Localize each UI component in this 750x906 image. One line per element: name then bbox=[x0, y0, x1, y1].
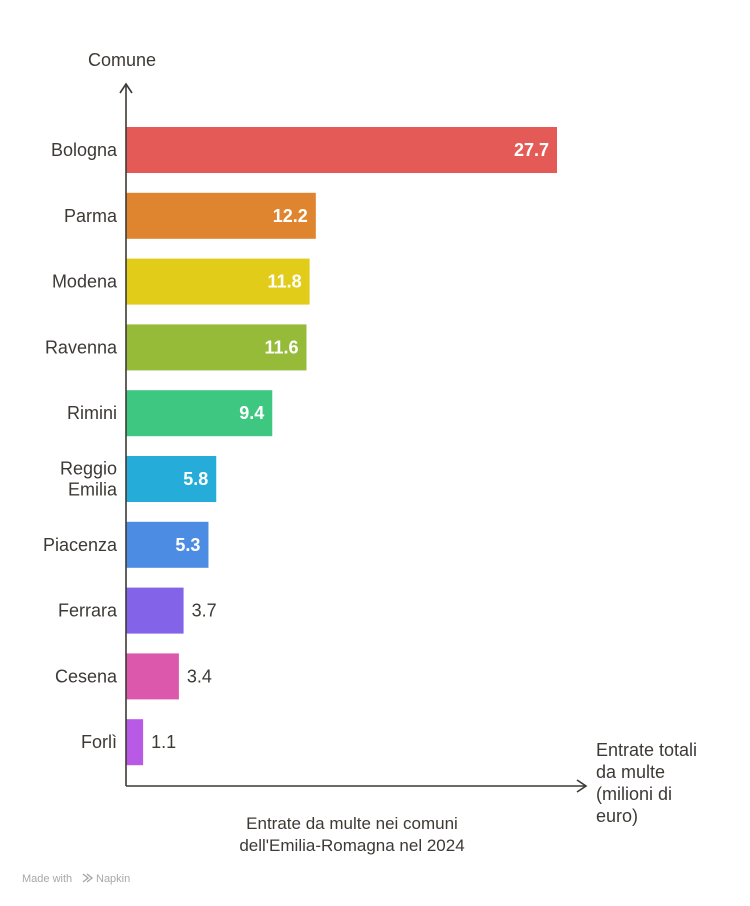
x-axis-title-line: euro) bbox=[596, 806, 638, 826]
category-label-line: Forlì bbox=[81, 732, 117, 752]
caption-line: dell'Emilia-Romagna nel 2024 bbox=[239, 836, 464, 855]
category-label-line: Cesena bbox=[55, 666, 118, 686]
value-label: 3.7 bbox=[192, 601, 217, 621]
category-label: Reggio Emilia bbox=[60, 459, 118, 500]
chart-caption: Entrate da multe nei comuni dell'Emilia-R… bbox=[239, 814, 464, 855]
category-label-line: Bologna bbox=[51, 140, 118, 160]
watermark: Made with Napkin bbox=[22, 873, 130, 885]
category-label-line: Reggio bbox=[60, 459, 117, 479]
category-label-line: Ravenna bbox=[45, 337, 118, 357]
category-label: Ravenna bbox=[45, 337, 118, 357]
category-label-line: Piacenza bbox=[43, 535, 118, 555]
category-label: Ferrara bbox=[58, 601, 118, 621]
value-label: 27.7 bbox=[514, 140, 549, 160]
y-axis-arrow-icon bbox=[119, 82, 133, 94]
category-label-line: Emilia bbox=[68, 480, 118, 500]
x-axis-title-line: Entrate totali bbox=[596, 740, 697, 760]
bars-layer: Bologna 27.7 Parma 12.2 Modena 11.8 Ravenna 11.… bbox=[43, 127, 557, 766]
x-axis-arrow-icon bbox=[576, 779, 588, 793]
value-label: 3.4 bbox=[187, 666, 212, 686]
watermark-brand: Napkin bbox=[96, 873, 130, 885]
category-label: Forlì bbox=[81, 732, 117, 752]
bar bbox=[126, 324, 307, 371]
category-label-line: Parma bbox=[64, 206, 118, 226]
category-label-line: Ferrara bbox=[58, 601, 118, 621]
bar bbox=[126, 390, 273, 437]
caption-line: Entrate da multe nei comuni bbox=[246, 814, 458, 833]
value-label: 5.3 bbox=[175, 535, 200, 555]
value-label: 5.8 bbox=[183, 469, 208, 489]
axes-layer bbox=[119, 82, 588, 793]
category-label: Bologna bbox=[51, 140, 118, 160]
y-axis-title: Comune bbox=[88, 50, 156, 70]
bar bbox=[126, 456, 217, 502]
value-label: 1.1 bbox=[151, 732, 176, 752]
category-label: Piacenza bbox=[43, 535, 118, 555]
x-axis-title-line: (milioni di bbox=[596, 784, 672, 804]
value-label: 11.8 bbox=[268, 272, 302, 292]
bar bbox=[126, 587, 184, 634]
category-label: Modena bbox=[52, 272, 118, 292]
category-label: Cesena bbox=[55, 666, 118, 686]
bar bbox=[126, 258, 310, 305]
napkin-logo-icon bbox=[82, 873, 94, 883]
bar bbox=[126, 192, 316, 239]
bar bbox=[126, 521, 209, 568]
x-axis-title: Entrate totali da multe (milioni di euro) bbox=[596, 740, 697, 826]
category-label: Rimini bbox=[67, 403, 117, 423]
value-label: 9.4 bbox=[239, 403, 264, 423]
category-label-line: Rimini bbox=[67, 403, 117, 423]
bar bbox=[126, 719, 144, 766]
bar bbox=[126, 127, 557, 173]
value-label: 11.6 bbox=[264, 337, 298, 357]
value-label: 12.2 bbox=[273, 206, 308, 226]
category-label-line: Modena bbox=[52, 272, 118, 292]
x-axis-title-line: da multe bbox=[596, 762, 665, 782]
watermark-prefix: Made with bbox=[22, 873, 72, 885]
category-label: Parma bbox=[64, 206, 118, 226]
bar bbox=[126, 653, 179, 700]
